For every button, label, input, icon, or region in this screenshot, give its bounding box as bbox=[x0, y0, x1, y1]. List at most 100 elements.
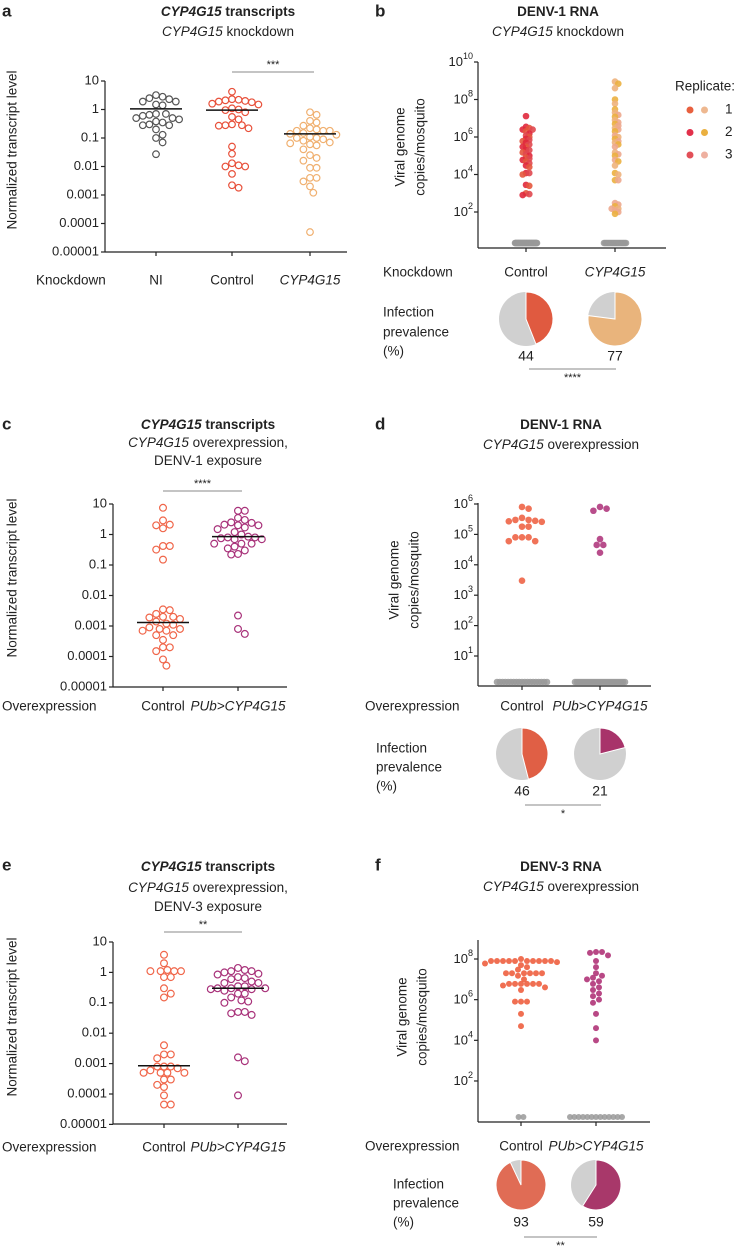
data-point bbox=[159, 516, 168, 525]
data-point bbox=[160, 993, 169, 1002]
pie-slice-infected bbox=[495, 1159, 547, 1211]
legend-swatch bbox=[686, 106, 694, 114]
data-point bbox=[590, 507, 597, 515]
data-point bbox=[160, 984, 169, 993]
data-point bbox=[599, 949, 605, 956]
data-point bbox=[292, 126, 301, 135]
pie-slice-infected bbox=[599, 727, 626, 755]
data-point bbox=[163, 965, 172, 974]
data-point bbox=[234, 549, 243, 558]
chart-title-line: CYP4G15 overexpression, bbox=[128, 435, 288, 450]
data-point bbox=[542, 957, 548, 964]
legend-swatch bbox=[686, 129, 694, 136]
data-point bbox=[518, 986, 524, 993]
data-point bbox=[152, 100, 160, 109]
data-point bbox=[518, 962, 524, 969]
pie-slice-infected bbox=[581, 1159, 622, 1211]
title-segment: overexpression bbox=[544, 879, 639, 894]
x-row-label: Knockdown bbox=[383, 265, 453, 280]
data-point bbox=[527, 970, 533, 977]
data-point bbox=[524, 998, 530, 1005]
data-point bbox=[599, 972, 605, 979]
panel-letter: b bbox=[375, 1, 385, 20]
data-point bbox=[213, 525, 222, 534]
data-point bbox=[162, 661, 171, 670]
data-point bbox=[156, 1068, 165, 1077]
tick-exponent: 6 bbox=[468, 989, 473, 999]
data-point bbox=[234, 513, 243, 522]
data-point bbox=[306, 182, 314, 191]
data-point bbox=[518, 980, 524, 987]
data-point bbox=[518, 523, 526, 530]
y-tick-label: 102 bbox=[454, 201, 473, 219]
tick-exponent: 4 bbox=[468, 164, 473, 174]
data-point bbox=[526, 182, 533, 190]
data-point bbox=[220, 968, 229, 977]
y-tick-label: 106 bbox=[454, 126, 473, 144]
y-tick-label: 104 bbox=[454, 554, 473, 572]
data-point bbox=[596, 549, 604, 557]
data-point bbox=[312, 154, 321, 162]
data-point bbox=[158, 138, 167, 147]
data-point bbox=[227, 967, 236, 976]
title-segment: CYP4G15 bbox=[128, 880, 189, 895]
data-point bbox=[159, 524, 168, 533]
data-point bbox=[590, 974, 596, 981]
title-segment: CYP4G15 bbox=[141, 859, 202, 874]
data-point bbox=[530, 957, 536, 964]
data-point bbox=[139, 1068, 148, 1077]
data-point bbox=[228, 87, 236, 96]
tick-exponent: 2 bbox=[468, 615, 473, 625]
y-axis-label: copies/mosquito bbox=[407, 531, 422, 629]
data-point bbox=[590, 999, 596, 1006]
undetected-point bbox=[520, 1114, 527, 1120]
tick-base: 10 bbox=[454, 992, 468, 1007]
panel-d: d DENV-1 RNA CYP4G15 overexpression Viral g… bbox=[365, 414, 651, 820]
data-point bbox=[240, 629, 249, 638]
data-point bbox=[247, 977, 256, 986]
data-point bbox=[159, 555, 168, 564]
prevalence-value: 44 bbox=[518, 348, 534, 364]
x-category-label: PUb>CYP4G15 bbox=[553, 699, 648, 714]
data-point bbox=[153, 1054, 162, 1063]
data-point bbox=[220, 998, 229, 1007]
pie-slice-infected bbox=[525, 291, 554, 345]
data-point bbox=[521, 976, 527, 983]
chart-title-line: DENV-3 exposure bbox=[154, 899, 262, 914]
data-point bbox=[593, 541, 600, 549]
data-point bbox=[240, 989, 249, 998]
data-point bbox=[159, 655, 168, 664]
data-point bbox=[230, 542, 239, 551]
title-segment: CYP4G15 bbox=[141, 417, 202, 432]
data-point bbox=[159, 612, 168, 621]
data-point bbox=[234, 1007, 243, 1016]
data-point bbox=[152, 631, 161, 640]
legend-swatch bbox=[701, 151, 708, 159]
data-point bbox=[156, 967, 165, 976]
data-point bbox=[306, 140, 314, 149]
data-point bbox=[240, 515, 249, 524]
data-point bbox=[615, 171, 622, 178]
prevalence-label: (%) bbox=[393, 1215, 414, 1230]
chart-title-line: CYP4G15 knockdown bbox=[492, 24, 624, 39]
data-point bbox=[306, 173, 314, 182]
data-point bbox=[247, 967, 256, 976]
data-point bbox=[166, 989, 175, 998]
tick-exponent: 8 bbox=[468, 89, 473, 99]
data-point bbox=[512, 534, 519, 541]
tick-exponent: 1 bbox=[468, 645, 473, 655]
x-category-label: Control bbox=[141, 699, 185, 714]
data-point bbox=[228, 112, 236, 121]
data-point bbox=[530, 980, 536, 987]
data-point bbox=[306, 124, 314, 133]
tick-exponent: 2 bbox=[468, 201, 473, 211]
y-tick-label: 0.01 bbox=[74, 158, 99, 173]
title-segment: knockdown bbox=[553, 24, 624, 39]
data-point bbox=[299, 121, 308, 130]
data-point bbox=[590, 980, 596, 987]
tick-exponent: 5 bbox=[468, 524, 473, 534]
y-axis-label: Normalized transcript level bbox=[5, 937, 20, 1096]
x-category-label: CYP4G15 bbox=[280, 273, 341, 288]
undetected-point bbox=[571, 1114, 578, 1120]
